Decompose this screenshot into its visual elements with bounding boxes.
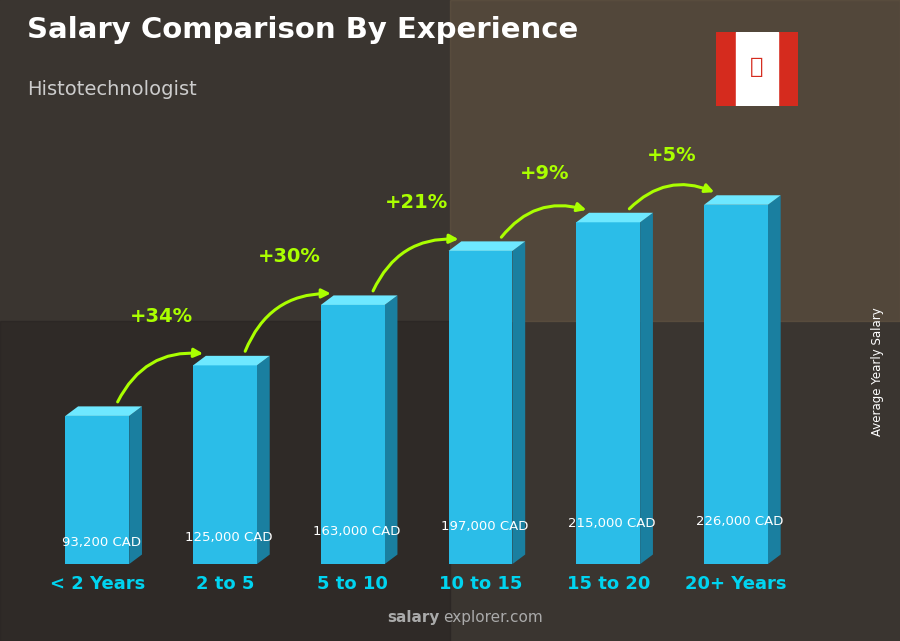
Bar (450, 0, 900, 320)
Polygon shape (66, 406, 142, 416)
Polygon shape (448, 242, 526, 251)
Polygon shape (130, 406, 142, 564)
Text: +34%: +34% (130, 307, 193, 326)
Polygon shape (640, 213, 652, 564)
Text: Histotechnologist: Histotechnologist (27, 80, 197, 99)
Polygon shape (576, 222, 640, 564)
Polygon shape (256, 356, 270, 564)
Polygon shape (448, 251, 512, 564)
Text: 197,000 CAD: 197,000 CAD (441, 520, 528, 533)
Text: +5%: +5% (647, 146, 697, 165)
FancyArrowPatch shape (629, 185, 711, 209)
Bar (716, 32, 736, 106)
Text: 125,000 CAD: 125,000 CAD (185, 531, 273, 544)
Polygon shape (320, 305, 384, 564)
FancyArrowPatch shape (374, 235, 455, 291)
Polygon shape (768, 196, 780, 564)
Bar (778, 32, 798, 106)
FancyArrowPatch shape (245, 290, 328, 351)
Text: 226,000 CAD: 226,000 CAD (696, 515, 784, 528)
Text: Salary Comparison By Experience: Salary Comparison By Experience (27, 16, 578, 44)
Text: 215,000 CAD: 215,000 CAD (568, 517, 656, 530)
Polygon shape (576, 213, 652, 222)
Polygon shape (704, 205, 768, 564)
Text: +30%: +30% (257, 247, 320, 265)
Text: salary: salary (387, 610, 439, 625)
Text: 🍁: 🍁 (751, 57, 763, 77)
Text: +21%: +21% (385, 192, 448, 212)
Text: +9%: +9% (519, 164, 569, 183)
Text: explorer.com: explorer.com (443, 610, 543, 625)
Polygon shape (320, 296, 398, 305)
Bar (736, 32, 778, 106)
Polygon shape (66, 416, 130, 564)
Bar (0, 320, 450, 641)
Polygon shape (704, 196, 780, 205)
FancyArrowPatch shape (118, 349, 200, 402)
FancyArrowPatch shape (501, 204, 583, 237)
Text: 93,200 CAD: 93,200 CAD (61, 537, 140, 549)
Polygon shape (194, 356, 270, 365)
Text: Average Yearly Salary: Average Yearly Salary (871, 308, 884, 436)
Text: 163,000 CAD: 163,000 CAD (313, 525, 400, 538)
Polygon shape (384, 296, 398, 564)
Polygon shape (194, 365, 256, 564)
Polygon shape (512, 242, 526, 564)
